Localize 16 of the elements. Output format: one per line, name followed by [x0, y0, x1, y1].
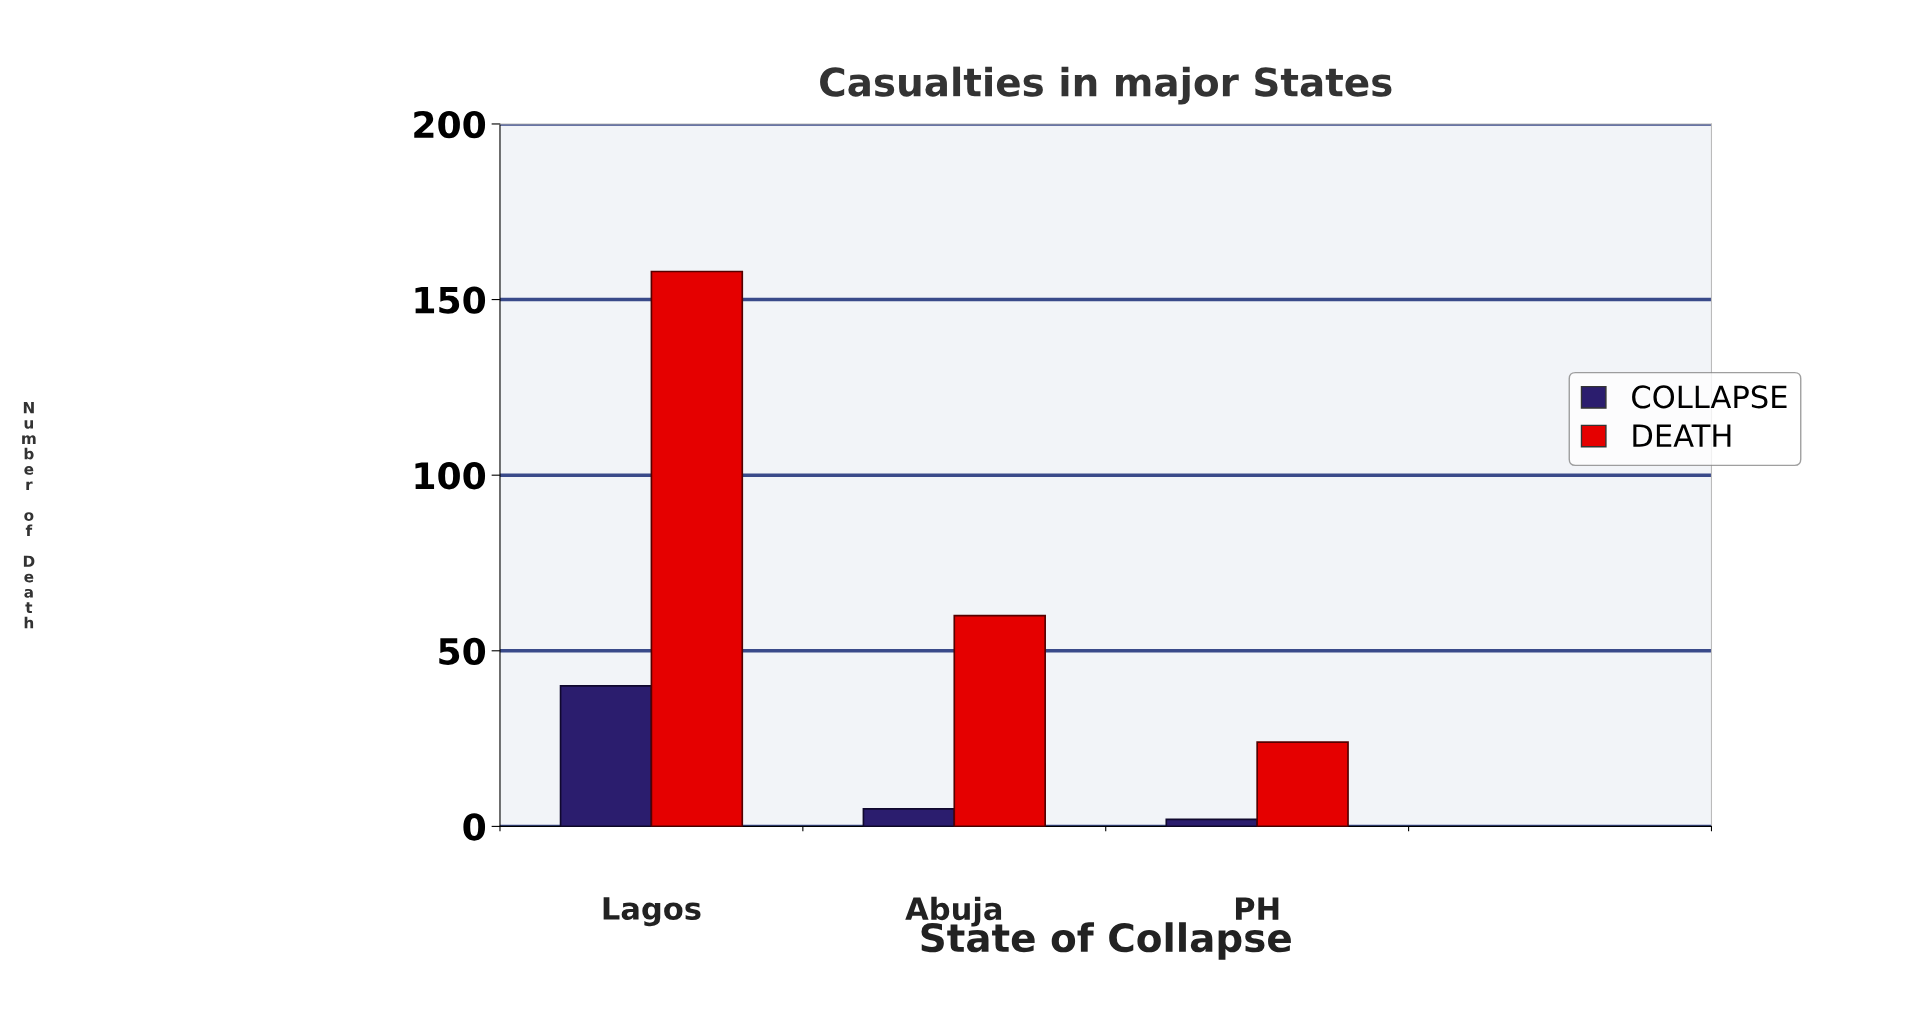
y-tick-label: 150 — [415, 286, 486, 314]
y-tick-label: 50 — [439, 637, 486, 666]
chart-title: Casualties in major States — [820, 66, 1392, 105]
bar — [862, 808, 956, 827]
x-tick-label: Lagos — [603, 897, 701, 927]
y-tick-label: 100 — [415, 462, 486, 490]
legend-label: DEATH — [1633, 424, 1731, 447]
legend-label: COLLAPSE — [1632, 385, 1787, 409]
bar — [1256, 741, 1349, 827]
bar — [953, 614, 1046, 827]
text: Number of Death — [22, 402, 36, 629]
bar — [559, 685, 653, 827]
x-tick-label: PH — [1235, 897, 1279, 920]
bar — [650, 270, 744, 827]
y-tick-label: 0 — [463, 813, 486, 841]
y-tick-label: 200 — [414, 110, 486, 139]
